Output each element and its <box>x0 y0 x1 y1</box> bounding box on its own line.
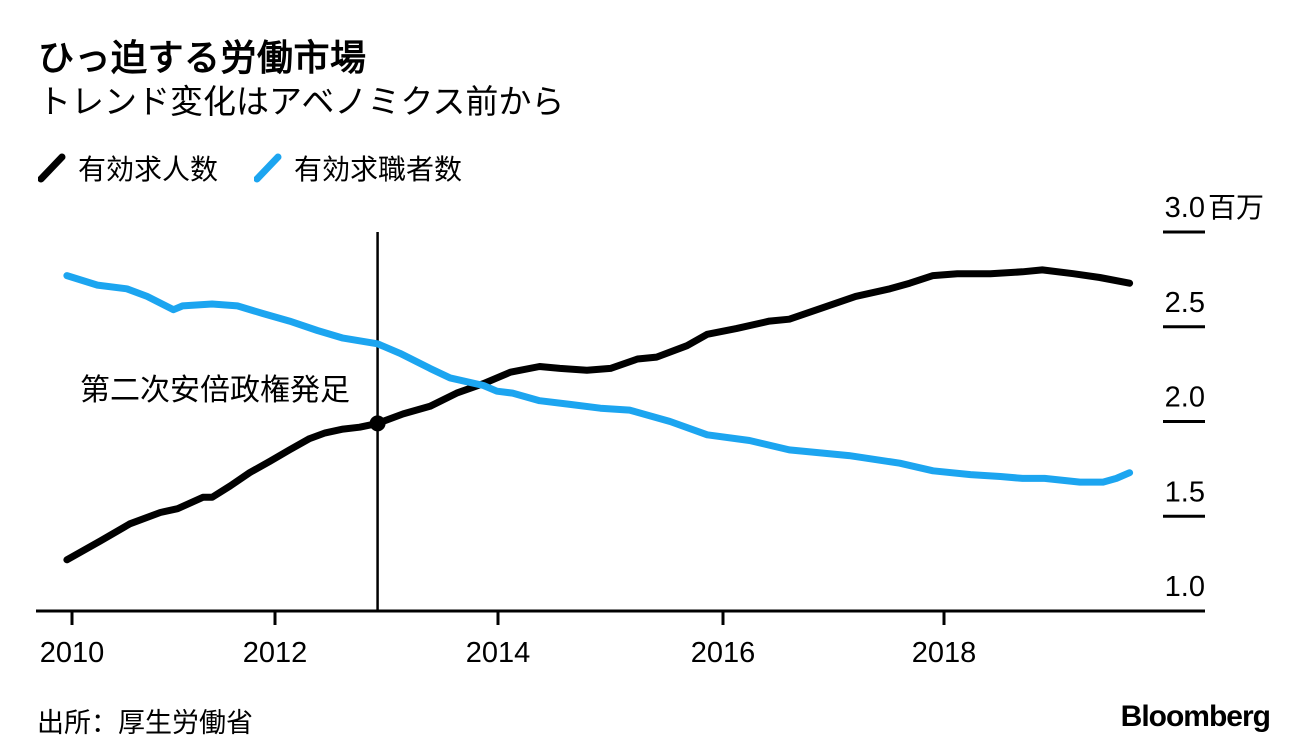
series-line-1 <box>63 272 1134 486</box>
page-subtitle: トレンド変化はアベノミクス前から <box>38 83 565 120</box>
x-tick-label: 2012 <box>243 637 308 669</box>
event-annotation: 第二次安倍政権発足 <box>80 374 350 407</box>
y-axis-unit-label: 百万 <box>1208 192 1264 223</box>
x-tick-label: 2016 <box>691 637 756 669</box>
y-tick-label: 1.0 <box>1165 571 1205 603</box>
legend: 有効求人数 有効求職者数 <box>38 148 462 188</box>
x-tick-label: 2014 <box>466 637 531 669</box>
y-tick-label: 2.0 <box>1165 382 1205 414</box>
legend-label-seekers: 有効求職者数 <box>294 154 463 185</box>
line-swatch-icon <box>38 153 66 183</box>
line-swatch-icon <box>254 153 282 183</box>
series-line-0 <box>63 266 1134 564</box>
y-tick-label: 1.5 <box>1165 476 1205 508</box>
legend-label-openings: 有効求人数 <box>78 154 219 185</box>
source-note: 出所：厚生労働省 <box>37 708 253 738</box>
legend-item-seekers: 有効求職者数 <box>254 148 462 188</box>
x-tick-label: 2010 <box>40 637 105 669</box>
x-tick-label: 2018 <box>912 637 977 669</box>
page-title: ひっ迫する労働市場 <box>38 37 367 78</box>
y-tick-label: 2.5 <box>1165 287 1205 319</box>
event-marker-dot <box>369 415 386 432</box>
y-tick-label: 3.0 <box>1165 192 1205 224</box>
bloomberg-logo: Bloomberg <box>1120 700 1271 733</box>
legend-item-openings: 有効求人数 <box>38 148 218 188</box>
